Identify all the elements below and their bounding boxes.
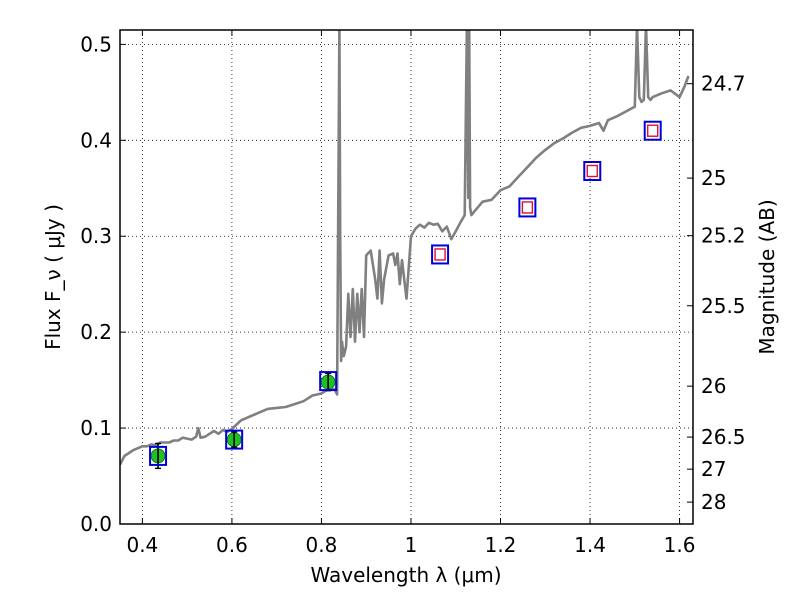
data-series: [120, 30, 690, 470]
y-tick-label: 0.5: [80, 32, 112, 56]
spectrum-line: [120, 30, 690, 466]
right-tick-label: 27: [701, 457, 726, 481]
right-axis-title: Magnitude (AB): [755, 199, 779, 354]
model-photometry-square: [518, 197, 537, 218]
x-tick-label: 0.4: [126, 533, 158, 557]
right-tick-label: 24.7: [701, 72, 746, 96]
model-photometry-square: [225, 429, 244, 450]
right-tick-label: 25.2: [701, 224, 746, 248]
x-tick-label: 1: [405, 533, 418, 557]
plot-frame: [119, 29, 694, 525]
model-photometry-square: [643, 120, 662, 141]
filter-marker-square: [521, 201, 534, 214]
x-axis-title: Wavelength λ (μm): [310, 563, 501, 587]
y-tick-label: 0.2: [80, 320, 112, 344]
x-tick-label: 1.6: [664, 533, 696, 557]
x-tick-label: 0.8: [306, 533, 338, 557]
model-photometry-square: [149, 445, 168, 466]
right-tick-label: 26.5: [701, 425, 746, 449]
x-tick-label: 0.6: [216, 533, 248, 557]
model-photometry-square: [319, 371, 338, 392]
axes: 0.4 0.6 0.8 1 1.2 1.4 1.6 0.0 0.1 0.2 0.3 0.4 0.5 24.…: [80, 30, 746, 557]
x-tick-label: 1.4: [574, 533, 606, 557]
right-tick-label: 25.5: [701, 294, 746, 318]
model-photometry-square: [583, 161, 602, 182]
y-axis-title: Flux F_ν ( μJy ): [41, 204, 65, 350]
y-tick-label: 0.4: [80, 128, 112, 152]
filter-marker-square: [586, 164, 598, 178]
filter-marker-square: [647, 124, 659, 137]
filter-marker-square: [434, 248, 446, 261]
x-tick-label: 1.2: [485, 533, 517, 557]
model-photometry-square: [431, 244, 450, 265]
right-tick-label: 26: [701, 374, 726, 398]
y-tick-label: 0.3: [80, 224, 112, 248]
right-tick-label: 28: [701, 490, 726, 514]
grid-lines: [120, 30, 693, 525]
y-tick-label: 0.1: [80, 416, 112, 440]
y-tick-label: 0.0: [80, 512, 112, 536]
right-tick-label: 25: [701, 166, 726, 190]
